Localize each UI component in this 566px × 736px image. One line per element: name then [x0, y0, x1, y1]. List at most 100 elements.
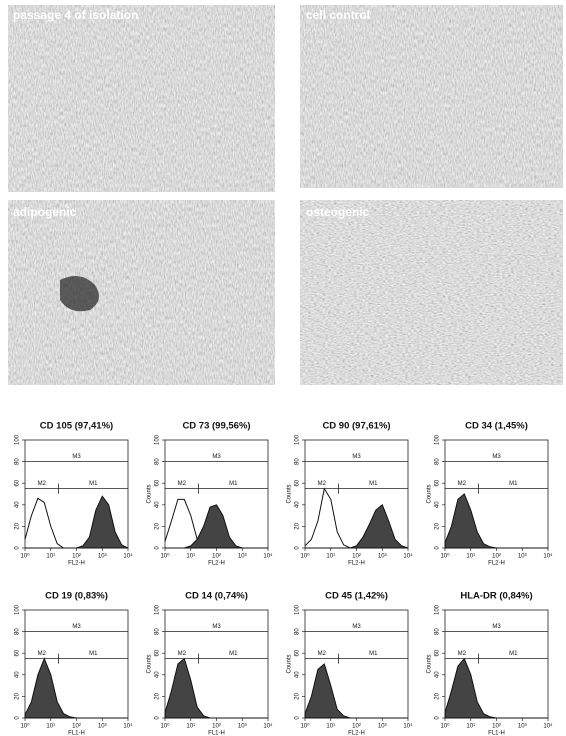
y-tick-label: 40	[295, 671, 301, 678]
image-label: cell control	[306, 8, 370, 22]
marker-label: M2	[38, 481, 47, 487]
marker-label: M1	[89, 651, 98, 657]
y-tick-label: 100	[435, 434, 441, 445]
marker-label: M1	[369, 481, 378, 487]
x-tick-label: 10⁴	[123, 723, 133, 730]
x-tick-label: 10¹	[326, 554, 335, 560]
y-tick-label: 0	[295, 546, 301, 550]
y-tick-label: 60	[155, 479, 161, 486]
y-tick-label: 80	[295, 458, 301, 465]
x-tick-label: 10³	[238, 554, 247, 560]
x-tick-label: 10²	[72, 554, 81, 560]
x-tick-label: 10⁴	[123, 553, 133, 560]
y-tick-label: 60	[15, 649, 21, 656]
marker-label: M3	[352, 624, 361, 630]
micrographs: passage 4 of isolation cell control adip…	[8, 5, 563, 385]
y-tick-label: 20	[295, 692, 301, 699]
x-tick-label: 10²	[352, 554, 361, 560]
y-axis-label: Counts	[427, 654, 433, 673]
x-tick-label: 10³	[378, 554, 387, 560]
y-tick-label: 0	[435, 546, 441, 550]
micrograph	[8, 200, 275, 385]
marker-label: M1	[229, 651, 238, 657]
marker-label: M3	[492, 454, 501, 460]
y-tick-label: 80	[15, 458, 21, 465]
micrograph	[8, 5, 275, 192]
x-axis-label: FL1-H	[68, 731, 85, 736]
x-tick-label: 10³	[98, 554, 107, 560]
y-axis-label: Counts	[147, 484, 153, 503]
marker-label: M2	[38, 651, 47, 657]
y-tick-label: 40	[15, 501, 21, 508]
y-axis-label: Counts	[287, 654, 293, 673]
y-tick-label: 80	[295, 628, 301, 635]
marker-label: M1	[509, 481, 518, 487]
x-tick-label: 10³	[378, 724, 387, 730]
x-tick-label: 10¹	[186, 554, 195, 560]
image-label: passage 4 of isolation	[13, 8, 138, 22]
x-axis-label: FL2-H	[208, 561, 225, 567]
x-tick-label: 10⁴	[263, 553, 273, 560]
y-tick-label: 20	[15, 522, 21, 529]
x-tick-label: 10²	[212, 724, 221, 730]
micrograph	[300, 200, 563, 385]
panel-title: CD 14 (0,74%)	[185, 591, 248, 602]
x-axis-label: FL1-H	[488, 731, 505, 736]
x-tick-label: 10³	[518, 724, 527, 730]
x-tick-label: 10²	[352, 724, 361, 730]
y-tick-label: 60	[155, 649, 161, 656]
x-tick-label: 10⁴	[403, 553, 413, 560]
y-tick-label: 100	[155, 604, 161, 615]
y-tick-label: 100	[295, 604, 301, 615]
x-tick-label: 10¹	[466, 724, 475, 730]
y-tick-label: 40	[435, 671, 441, 678]
y-tick-label: 80	[435, 628, 441, 635]
x-tick-label: 10⁰	[160, 723, 170, 730]
histogram-filled	[445, 494, 548, 548]
y-tick-label: 100	[15, 434, 21, 445]
y-tick-label: 20	[435, 692, 441, 699]
marker-label: M3	[212, 454, 221, 460]
histogram-filled	[165, 659, 268, 718]
y-tick-label: 60	[435, 479, 441, 486]
panel-title: CD 105 (97,41%)	[40, 421, 113, 432]
marker-label: M2	[178, 481, 187, 487]
x-tick-label: 10⁰	[20, 723, 30, 730]
x-tick-label: 10³	[98, 724, 107, 730]
x-tick-label: 10²	[492, 724, 501, 730]
y-tick-label: 60	[295, 649, 301, 656]
panel-title: CD 34 (1,45%)	[465, 421, 528, 432]
y-tick-label: 80	[155, 458, 161, 465]
x-tick-label: 10⁰	[160, 553, 170, 560]
marker-label: M2	[458, 651, 467, 657]
x-tick-label: 10⁴	[263, 723, 273, 730]
y-tick-label: 80	[15, 628, 21, 635]
figure: passage 4 of isolation cell control adip…	[0, 0, 566, 736]
panel-title: CD 19 (0,83%)	[45, 591, 108, 602]
x-tick-label: 10²	[212, 554, 221, 560]
panel-title: HLA-DR (0,84%)	[460, 591, 532, 602]
histogram-filled	[25, 496, 128, 548]
panel-title: CD 90 (97,61%)	[322, 421, 390, 432]
y-tick-label: 100	[435, 604, 441, 615]
x-tick-label: 10⁰	[300, 553, 310, 560]
y-tick-label: 0	[435, 716, 441, 720]
histogram-filled	[445, 659, 548, 718]
micrograph	[300, 5, 563, 188]
marker-label: M1	[229, 481, 238, 487]
y-tick-label: 60	[15, 479, 21, 486]
marker-label: M2	[318, 651, 327, 657]
x-axis-label: FL2-H	[488, 561, 505, 567]
y-tick-label: 60	[435, 649, 441, 656]
y-tick-label: 0	[295, 716, 301, 720]
x-tick-label: 10⁰	[440, 723, 450, 730]
y-axis-label: Counts	[427, 484, 433, 503]
y-tick-label: 40	[15, 671, 21, 678]
y-axis-label: Counts	[287, 484, 293, 503]
marker-label: M1	[369, 651, 378, 657]
image-label: adipogenic	[13, 205, 77, 219]
y-tick-label: 40	[435, 501, 441, 508]
x-tick-label: 10⁰	[440, 553, 450, 560]
panel-title: CD 73 (99,56%)	[182, 421, 250, 432]
histogram-filled	[305, 505, 408, 548]
